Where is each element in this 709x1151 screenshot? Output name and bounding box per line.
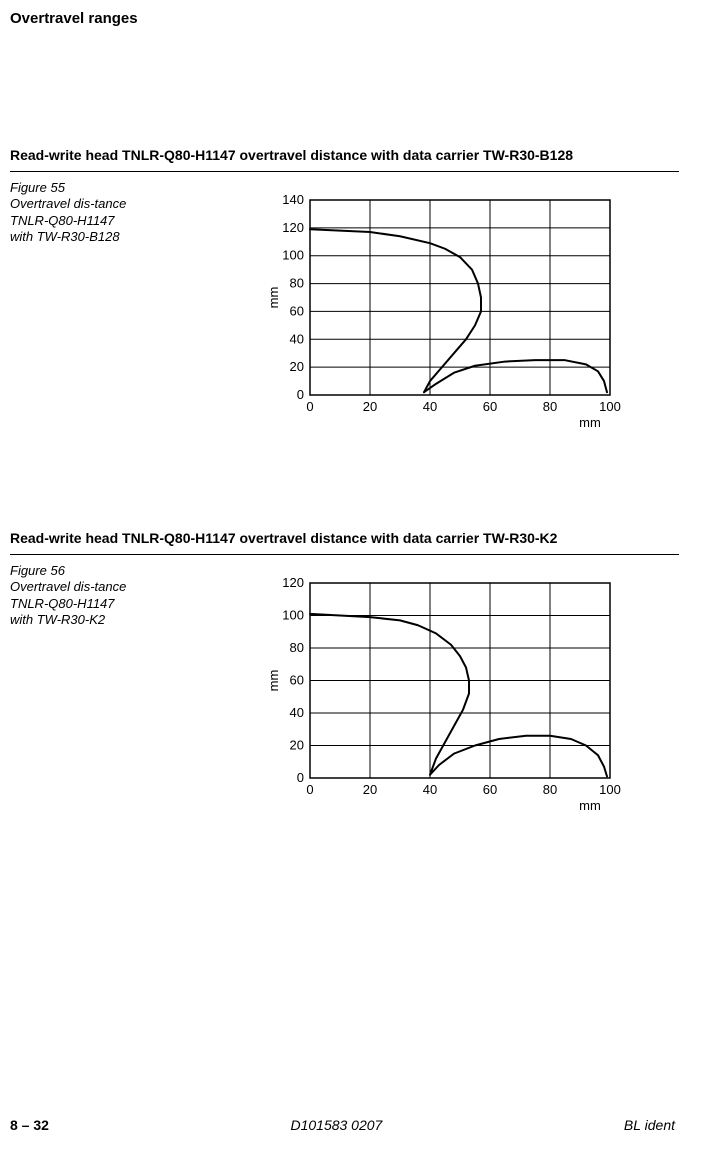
svg-text:40: 40 — [423, 399, 437, 414]
chart2: 0 20 40 60 80 100 0 20 40 60 80 100 120 mm mm — [262, 573, 632, 823]
chart2-wrap: 0 20 40 60 80 100 0 20 40 60 80 100 120 mm mm — [135, 563, 679, 823]
svg-text:0: 0 — [297, 387, 304, 402]
footer-doc: D101583 0207 — [290, 1117, 382, 1133]
svg-text:100: 100 — [599, 399, 621, 414]
svg-text:100: 100 — [282, 608, 304, 623]
svg-text:40: 40 — [290, 705, 304, 720]
svg-text:120: 120 — [282, 220, 304, 235]
svg-text:80: 80 — [290, 640, 304, 655]
figure-56-label: Figure 56 — [10, 563, 65, 578]
svg-text:100: 100 — [282, 248, 304, 263]
section2-heading: Read-write head TNLR-Q80-H1147 overtrave… — [10, 530, 679, 546]
figure-55-text: Overtravel dis-tance TNLR-Q80-H1147 with… — [10, 196, 126, 244]
figure-56-text: Overtravel dis-tance TNLR-Q80-H1147 with… — [10, 579, 126, 627]
figure-55-caption: Figure 55 Overtravel dis-tance TNLR-Q80-… — [10, 180, 135, 245]
svg-text:60: 60 — [483, 782, 497, 797]
svg-text:20: 20 — [290, 738, 304, 753]
svg-text:80: 80 — [543, 782, 557, 797]
footer-brand: BL ident — [624, 1117, 679, 1133]
svg-text:0: 0 — [297, 770, 304, 785]
svg-text:0: 0 — [306, 782, 313, 797]
svg-text:100: 100 — [599, 782, 621, 797]
svg-text:0: 0 — [306, 399, 313, 414]
chart1-wrap: 0 20 40 60 80 100 0 20 40 60 80 100 120 140 mm mm — [135, 180, 679, 440]
section2-rule — [10, 554, 679, 555]
svg-text:40: 40 — [423, 782, 437, 797]
svg-text:60: 60 — [290, 303, 304, 318]
svg-text:60: 60 — [290, 673, 304, 688]
section1-rule — [10, 171, 679, 172]
svg-text:140: 140 — [282, 192, 304, 207]
svg-text:60: 60 — [483, 399, 497, 414]
figure-56-block: Figure 56 Overtravel dis-tance TNLR-Q80-… — [10, 563, 679, 823]
footer: 8 – 32 D101583 0207 BL ident — [10, 1117, 679, 1133]
footer-page: 8 – 32 — [10, 1117, 49, 1133]
section1-heading: Read-write head TNLR-Q80-H1147 overtrave… — [10, 147, 679, 163]
svg-text:120: 120 — [282, 575, 304, 590]
svg-text:80: 80 — [290, 276, 304, 291]
page-title: Overtravel ranges — [10, 10, 679, 27]
svg-text:20: 20 — [363, 399, 377, 414]
svg-text:mm: mm — [266, 287, 281, 309]
svg-text:80: 80 — [543, 399, 557, 414]
svg-text:20: 20 — [363, 782, 377, 797]
svg-text:mm: mm — [579, 798, 601, 813]
figure-56-caption: Figure 56 Overtravel dis-tance TNLR-Q80-… — [10, 563, 135, 628]
svg-text:mm: mm — [266, 670, 281, 692]
chart1: 0 20 40 60 80 100 0 20 40 60 80 100 120 140 mm mm — [262, 190, 632, 440]
svg-text:mm: mm — [579, 415, 601, 430]
svg-text:20: 20 — [290, 359, 304, 374]
figure-55-block: Figure 55 Overtravel dis-tance TNLR-Q80-… — [10, 180, 679, 440]
figure-55-label: Figure 55 — [10, 180, 65, 195]
svg-text:40: 40 — [290, 331, 304, 346]
